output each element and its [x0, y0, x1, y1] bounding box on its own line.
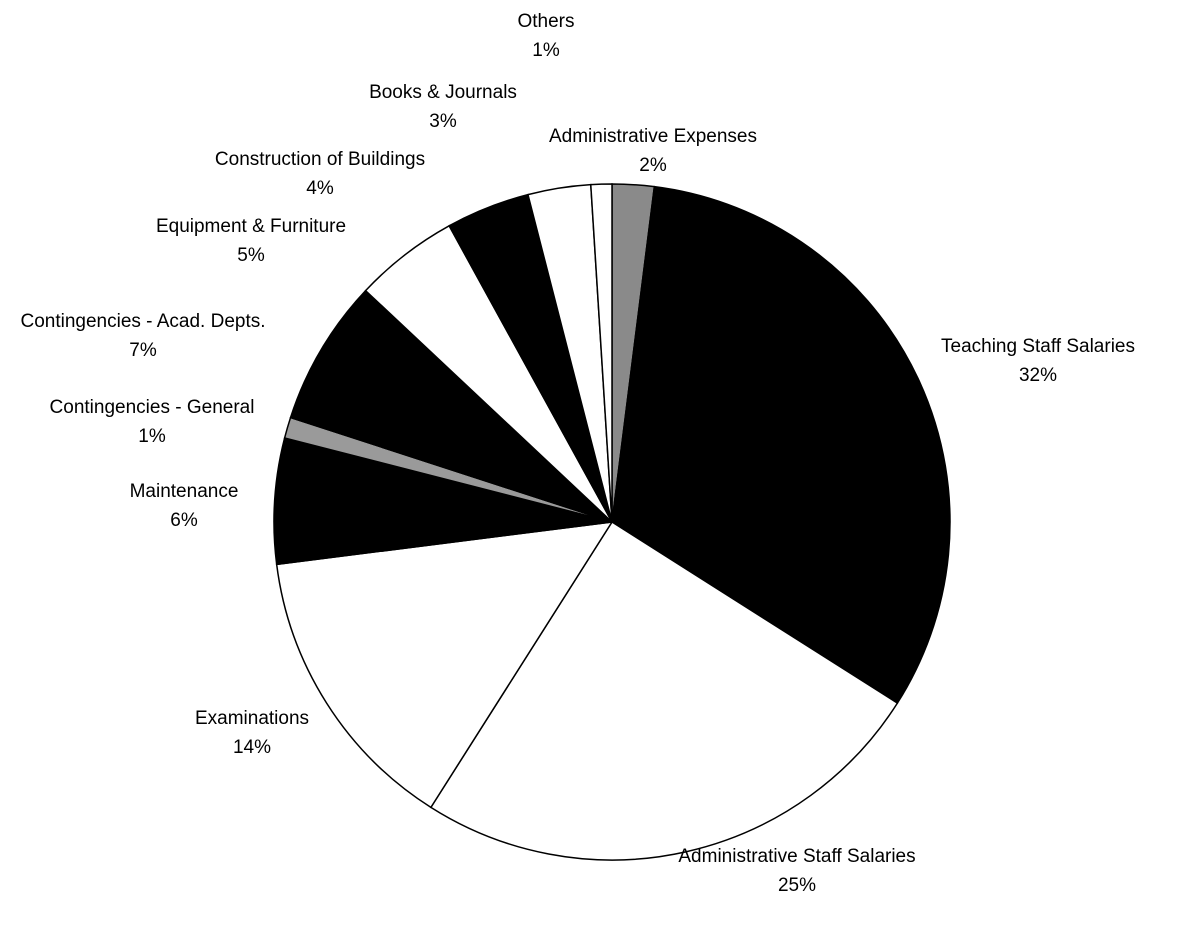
pie-slice	[611, 185, 951, 705]
slice-value-label: 3%	[429, 111, 457, 132]
slice-value-label: 4%	[306, 178, 334, 199]
pie-slice	[289, 289, 613, 523]
slice-value-label: 2%	[639, 155, 667, 176]
slice-label: Equipment & Furniture	[156, 216, 346, 237]
slice-value-label: 5%	[237, 245, 265, 266]
slice-label: Administrative Staff Salaries	[678, 846, 915, 867]
pie-slice	[429, 520, 899, 861]
slice-value-label: 1%	[532, 40, 560, 61]
slice-value-label: 14%	[233, 737, 271, 758]
slice-label: Teaching Staff Salaries	[941, 336, 1135, 357]
slice-value-label: 25%	[778, 875, 816, 896]
slice-label: Books & Journals	[369, 82, 517, 103]
slice-value-label: 7%	[129, 340, 157, 361]
pie-slice	[589, 183, 613, 523]
slice-label: Construction of Buildings	[215, 149, 425, 170]
slice-label: Contingencies - General	[50, 397, 255, 418]
slice-label: Examinations	[195, 708, 309, 729]
pie-slice	[273, 437, 613, 566]
slice-value-label: 32%	[1019, 365, 1057, 386]
pie-slice	[275, 521, 614, 809]
slice-label: Maintenance	[130, 481, 239, 502]
slice-value-label: 6%	[170, 510, 198, 531]
slice-value-label: 1%	[138, 426, 166, 447]
slice-label: Contingencies - Acad. Depts.	[20, 311, 265, 332]
slice-label: Others	[517, 11, 574, 32]
slice-label: Administrative Expenses	[549, 126, 757, 147]
